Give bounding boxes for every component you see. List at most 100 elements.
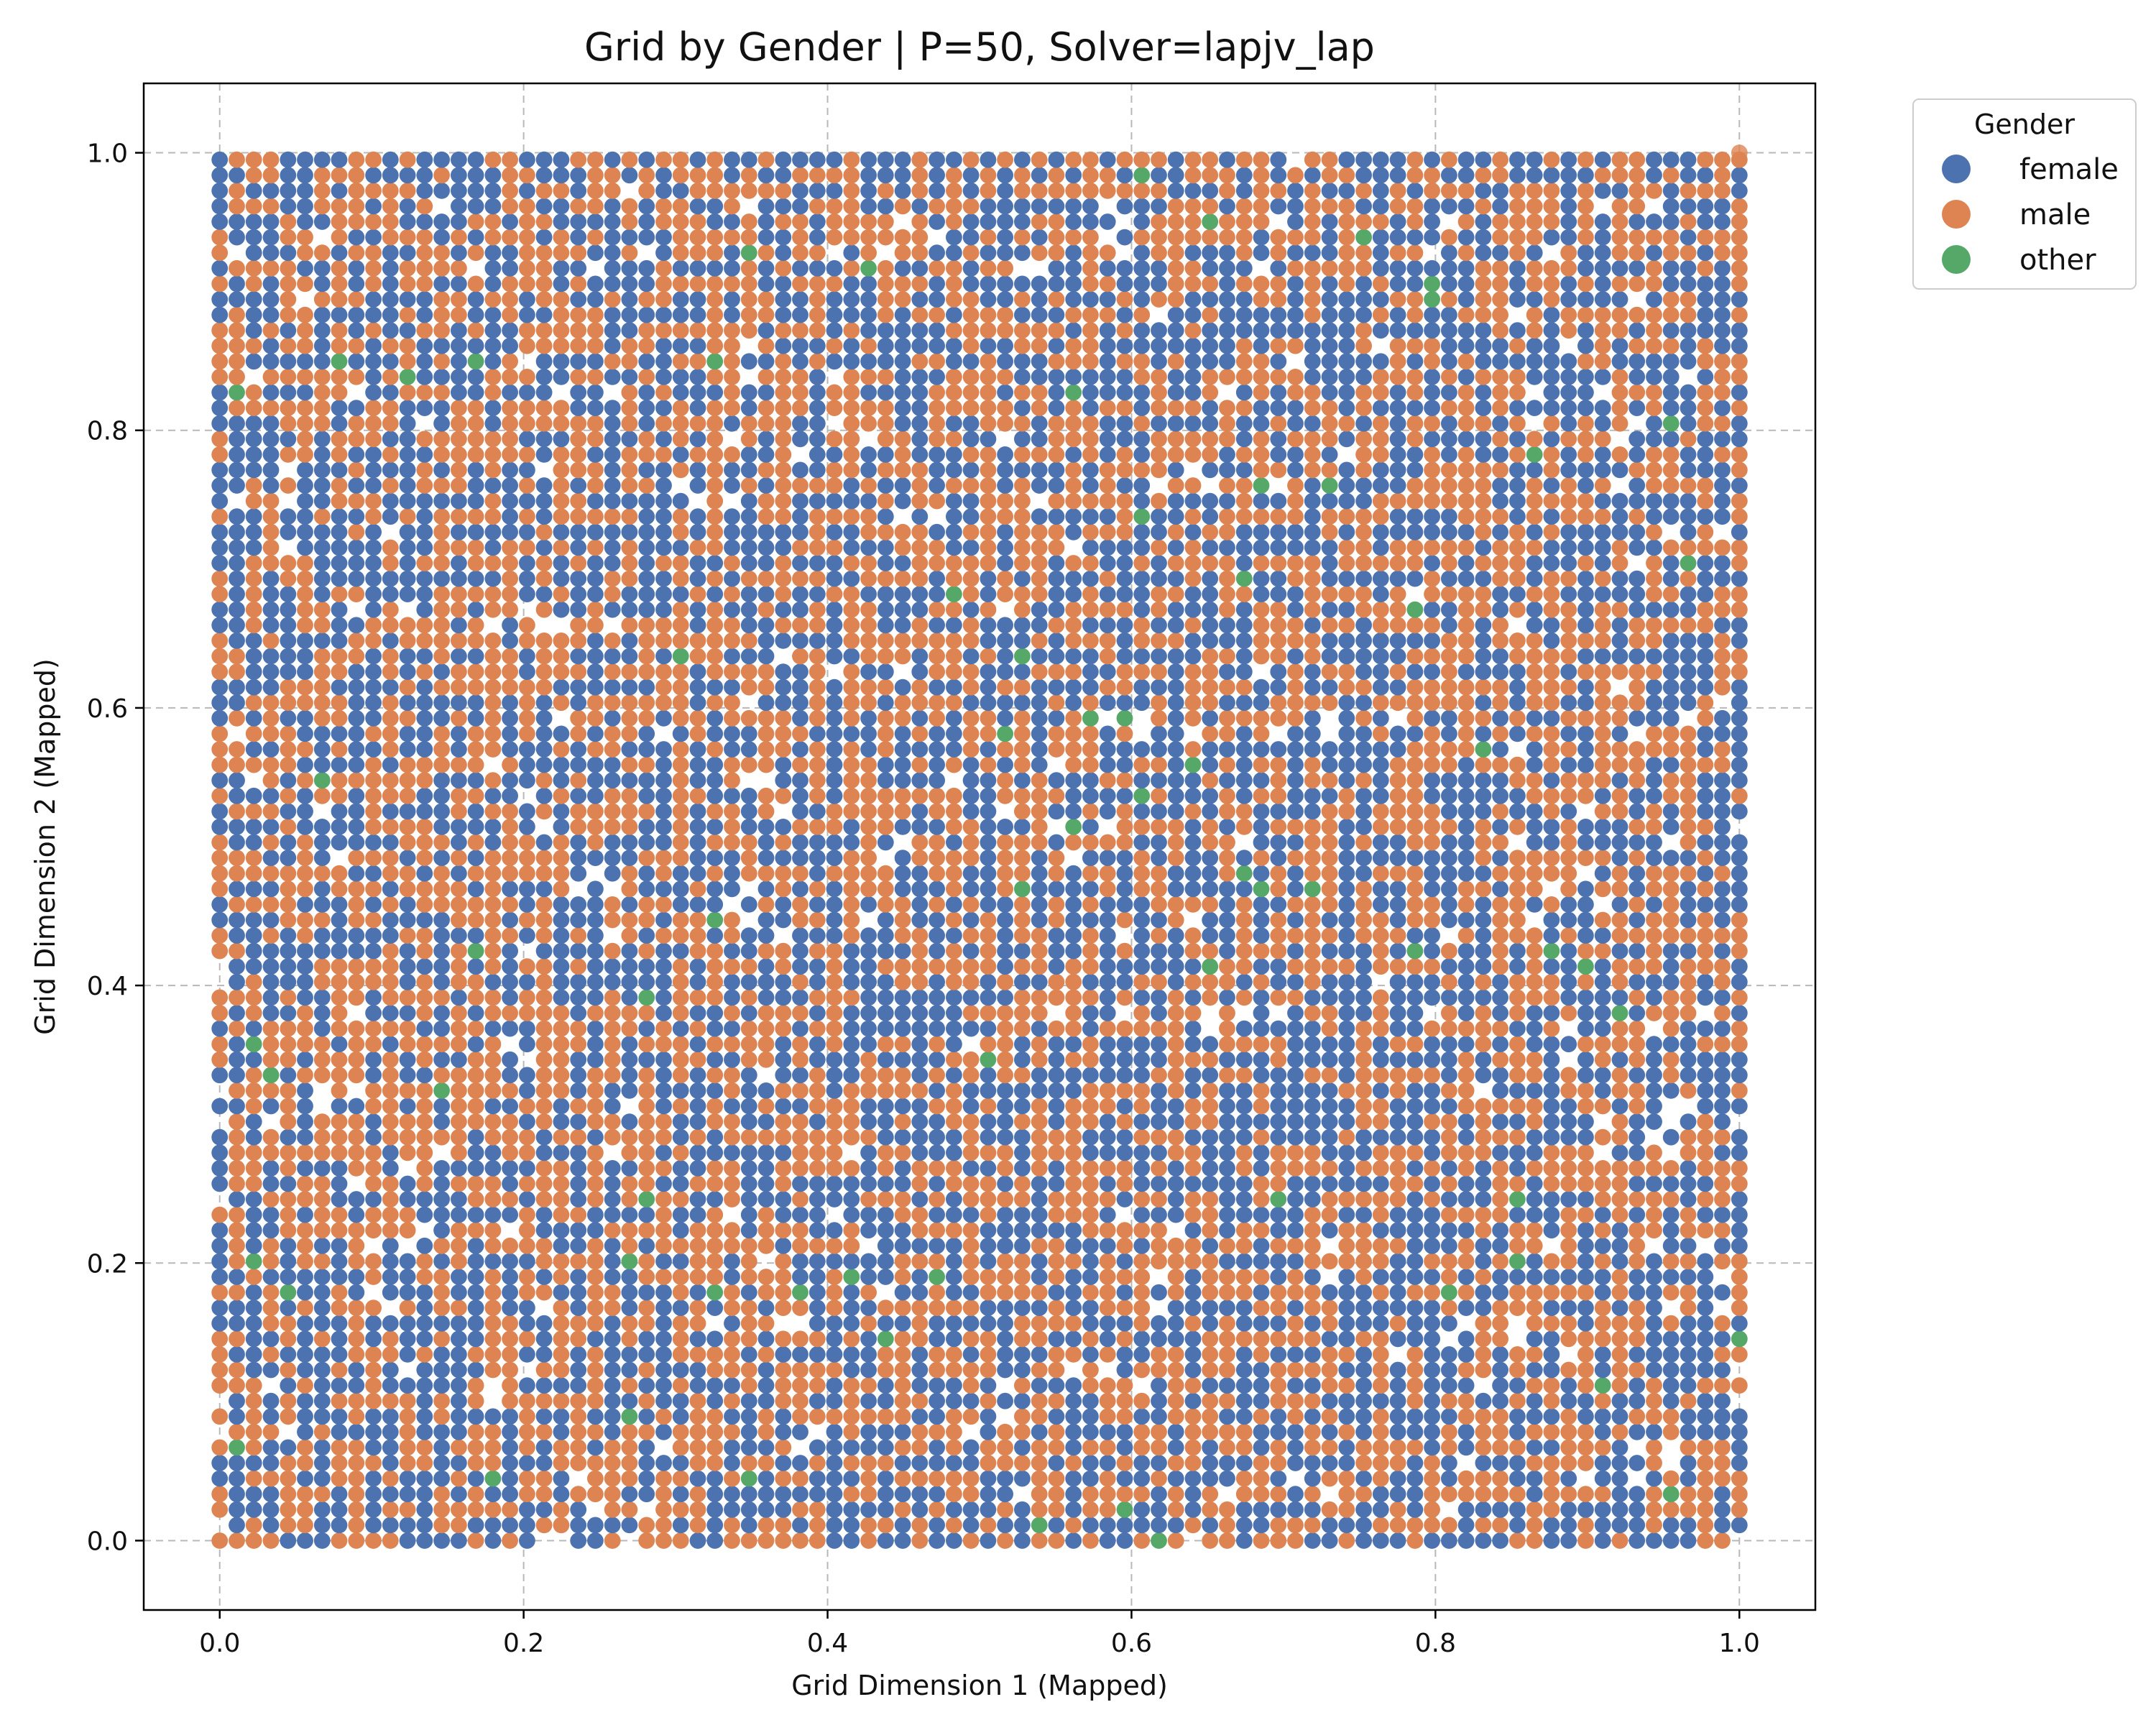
point-male (229, 1532, 245, 1549)
point-female (331, 400, 348, 416)
point-male (587, 617, 604, 634)
point-male (1167, 1020, 1184, 1037)
point-male (587, 819, 604, 835)
point-female (757, 1330, 775, 1348)
point-female (399, 741, 416, 758)
point-male (792, 322, 808, 339)
point-male (553, 306, 570, 323)
point-female (808, 850, 826, 866)
point-male (724, 1346, 740, 1363)
point-female (297, 1330, 313, 1348)
point-female (348, 942, 365, 960)
point-male (740, 663, 757, 680)
point-male (604, 663, 621, 680)
point-male (775, 1128, 792, 1146)
point-male (229, 1160, 245, 1177)
point-female (724, 1455, 740, 1471)
point-male (1014, 446, 1031, 463)
point-male (808, 198, 826, 215)
point-male (229, 648, 245, 665)
point-female (929, 1144, 945, 1162)
point-male (433, 353, 450, 370)
point-male (724, 198, 740, 215)
point-male (757, 678, 775, 696)
point-female (1048, 306, 1065, 323)
point-female (894, 384, 911, 401)
point-male (1014, 927, 1031, 944)
point-male (775, 617, 792, 634)
point-male (1082, 259, 1099, 277)
point-male (382, 663, 399, 680)
point-male (313, 1206, 331, 1223)
point-female (638, 415, 655, 432)
point-female (775, 1144, 792, 1162)
point-female (604, 648, 621, 665)
point-female (894, 415, 911, 432)
point-male (1167, 1486, 1184, 1503)
point-female (1048, 927, 1065, 944)
point-male (1116, 1160, 1133, 1177)
point-male (1031, 1392, 1048, 1409)
point-male (365, 772, 382, 789)
point-female (348, 1423, 365, 1440)
point-female (929, 678, 945, 696)
point-male (672, 461, 689, 479)
point-male (313, 198, 331, 215)
point-female (1031, 353, 1048, 370)
point-male (911, 1330, 929, 1348)
point-male (946, 183, 962, 199)
point-male (1151, 1128, 1167, 1146)
point-female (451, 1377, 467, 1394)
point-female (1065, 927, 1082, 944)
point-female (365, 291, 382, 308)
point-male (894, 1300, 911, 1316)
point-female (502, 244, 518, 262)
point-male (587, 803, 604, 820)
point-female (1065, 648, 1082, 665)
point-male (843, 1455, 860, 1471)
point-female (467, 772, 484, 789)
point-female (1151, 911, 1167, 929)
point-male (570, 617, 587, 634)
point-female (553, 1222, 570, 1239)
point-male (365, 415, 382, 432)
point-female (245, 911, 262, 929)
point-female (604, 1098, 621, 1115)
point-male (1065, 183, 1082, 199)
point-male (211, 741, 229, 758)
point-female (1031, 1067, 1048, 1084)
point-male (689, 415, 706, 432)
point-male (553, 539, 570, 556)
point-male (962, 617, 980, 634)
point-male (297, 1300, 313, 1316)
point-female (399, 1005, 416, 1021)
point-male (757, 1315, 775, 1332)
point-female (911, 1098, 929, 1115)
point-male (331, 291, 348, 308)
point-male (724, 663, 740, 680)
point-male (1167, 1392, 1184, 1409)
point-male (280, 259, 297, 277)
point-female (570, 1377, 587, 1394)
point-male (1082, 306, 1099, 323)
point-female (604, 229, 621, 246)
point-male (1048, 1315, 1065, 1332)
point-male (808, 756, 826, 773)
point-male (724, 1191, 740, 1208)
point-male (280, 291, 297, 308)
point-female (843, 648, 860, 665)
point-male (1116, 1392, 1133, 1409)
point-female (535, 492, 553, 510)
point-male (724, 632, 740, 649)
point-male (826, 508, 843, 525)
point-female (706, 880, 724, 898)
point-female (946, 1330, 962, 1348)
point-male (1151, 1361, 1167, 1379)
point-female (297, 942, 313, 960)
point-male (245, 1439, 262, 1456)
point-female (962, 1206, 980, 1223)
point-female (1099, 213, 1116, 230)
point-female (980, 1423, 997, 1440)
point-male (502, 756, 518, 773)
point-female (724, 989, 740, 1006)
